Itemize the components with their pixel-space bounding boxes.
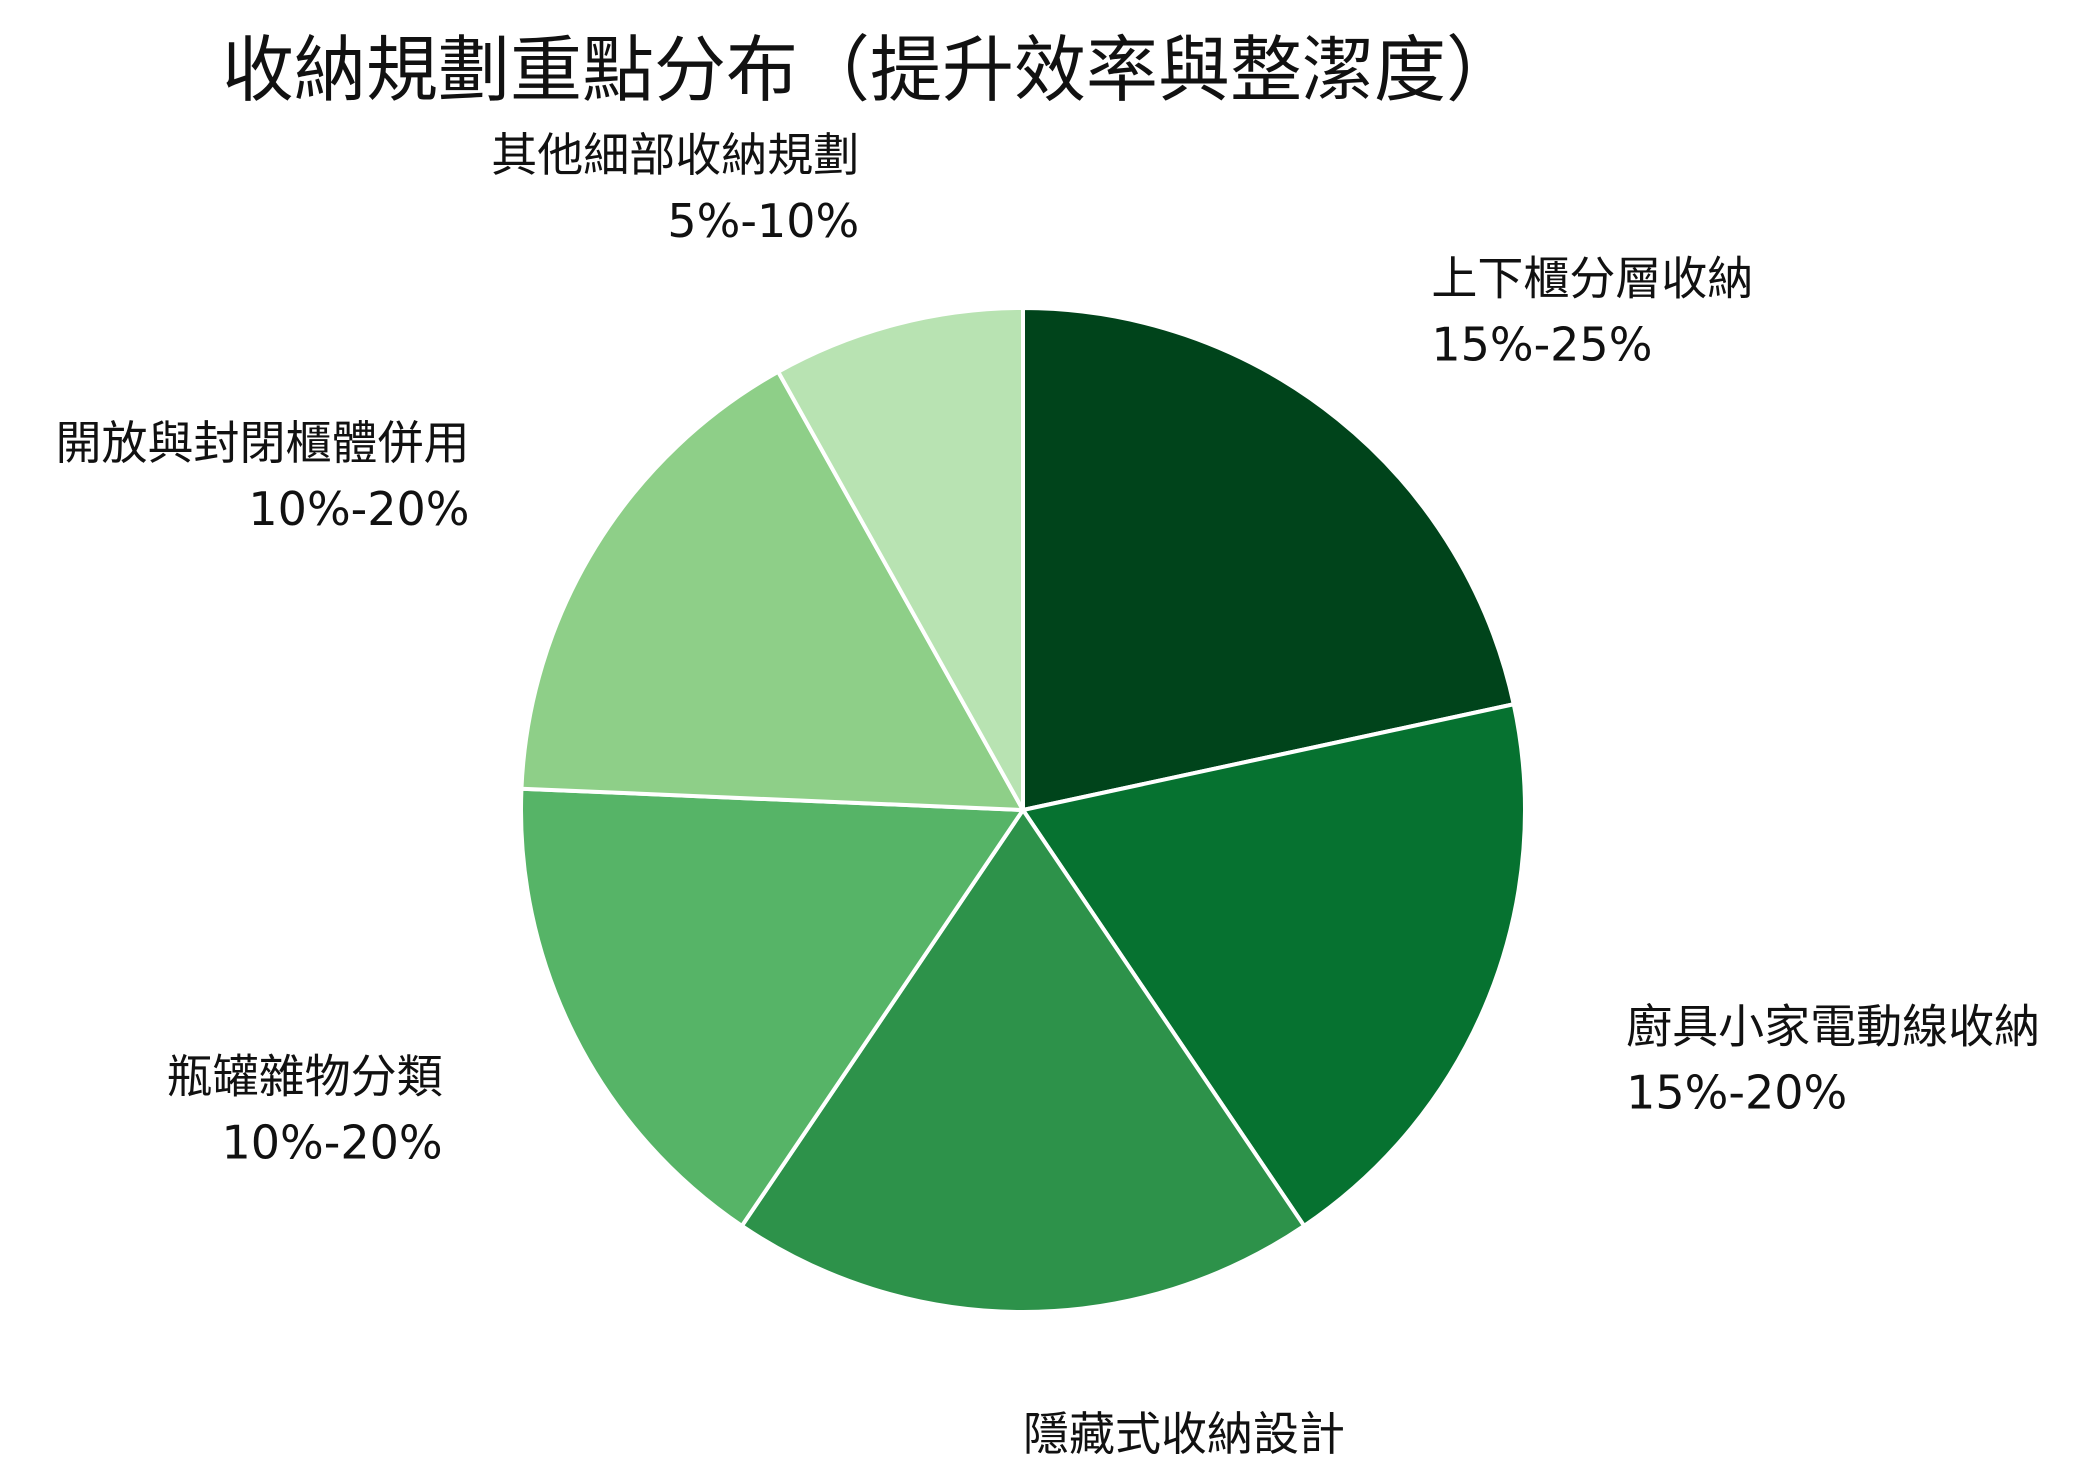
slice-label-name: 上下櫃分層收納: [1431, 251, 1753, 305]
slice-label-name: 其他細部收納規劃: [491, 128, 859, 182]
pie-slice-5: [519, 369, 1025, 812]
slice-label-name: 瓶罐雜物分類: [167, 1050, 443, 1104]
pie-slice-label-5: 開放與封閉櫃體併用 10%-20%: [56, 416, 470, 536]
pie-slice-label-1: 上下櫃分層收納 15%-25%: [1431, 251, 1753, 371]
pie-slice-2: [1021, 702, 1527, 1228]
pie-slices: [519, 306, 1527, 1314]
pie-slice-label-4: 瓶罐雜物分類 10%-20%: [167, 1050, 443, 1170]
pie-slice-label-6: 其他細部收納規劃 5%-10%: [491, 128, 859, 248]
slice-label-name: 開放與封閉櫃體併用: [56, 416, 470, 470]
pie-slice-4: [519, 786, 1025, 1228]
slice-label-range: 15%-20%: [1626, 1065, 1847, 1119]
slice-label-range: 5%-10%: [667, 194, 859, 248]
slice-label-range: 10%-20%: [248, 482, 469, 536]
pie-slice-1: [1021, 306, 1516, 812]
slice-label-name: 廚具小家電動線收納: [1626, 999, 2040, 1053]
pie-slice-6: [776, 306, 1025, 812]
pie-labels: 上下櫃分層收納 15%-25% 廚具小家電動線收納 15%-20% 隱藏式收納設計15%…: [56, 128, 2041, 1468]
slice-label-range: 10%-20%: [222, 1116, 443, 1170]
chart-title: 收納規劃重點分布（提升效率與整潔度）: [221, 28, 1518, 112]
slice-label-range: 15%-25%: [1431, 317, 1652, 371]
pie-slice-label-3: 隱藏式收納設計15%-20%: [1023, 1407, 1345, 1468]
pie-slice-3: [739, 808, 1307, 1314]
slice-label-name: 隱藏式收納設計: [1023, 1407, 1345, 1461]
pie-slice-label-2: 廚具小家電動線收納 15%-20%: [1626, 999, 2040, 1119]
